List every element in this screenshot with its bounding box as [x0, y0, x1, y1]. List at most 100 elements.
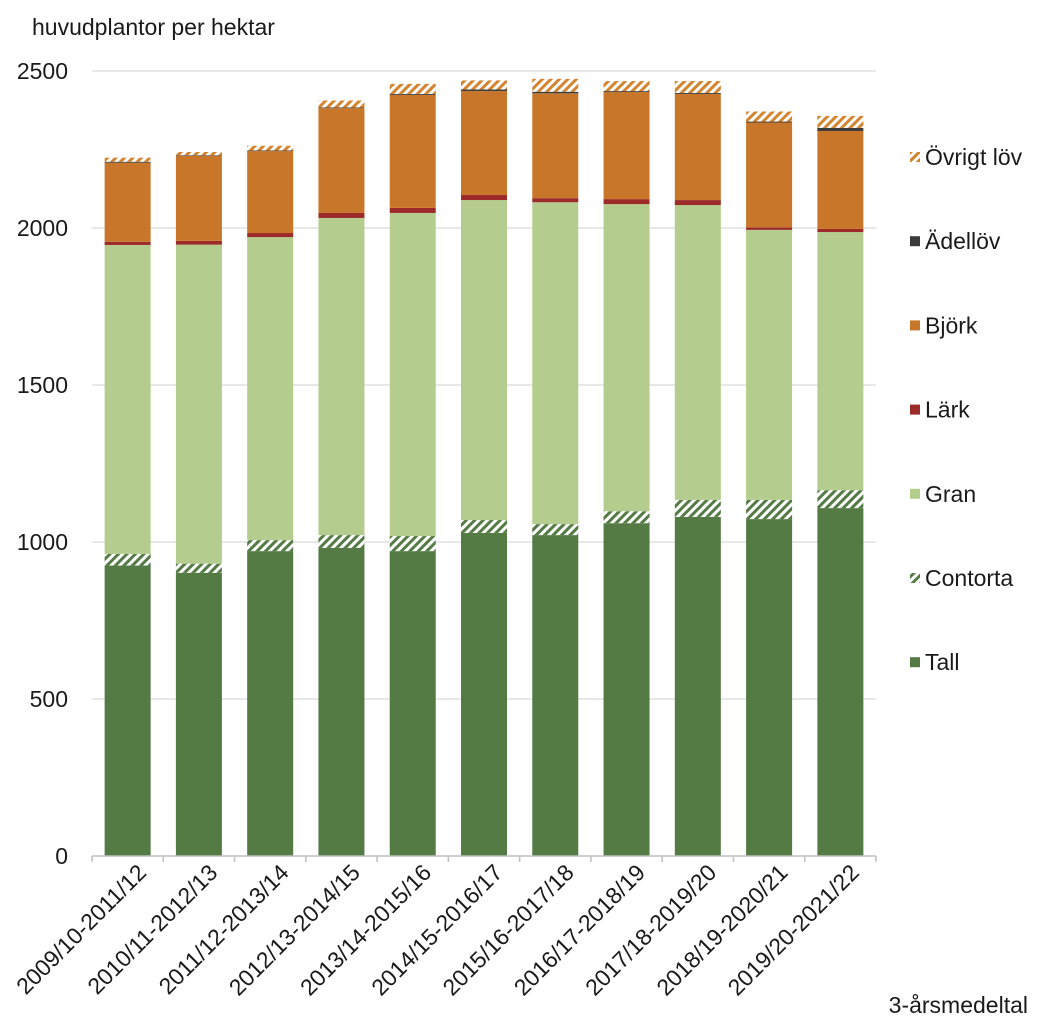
bar-segment-gran — [389, 212, 436, 537]
bar-segment-gran — [603, 204, 650, 512]
bar-segment-contorta — [532, 524, 579, 536]
x-tick-label: 2017/18-2019/20 — [580, 859, 721, 1000]
bar-segment-bjork — [104, 162, 151, 242]
x-axis — [91, 855, 877, 862]
bar-segment-contorta — [104, 553, 151, 566]
bar-segment-lark — [817, 228, 864, 233]
bar-segment-gran — [532, 202, 579, 525]
bar-segment-adellov — [532, 91, 579, 94]
y-tick-label: 1500 — [17, 372, 68, 398]
y-axis-label: huvudplantor per hektar — [32, 14, 275, 40]
bar-segment-gran — [104, 244, 151, 554]
legend-swatch — [910, 152, 920, 162]
legend-label: Tall — [925, 649, 960, 675]
bar-segment-contorta — [746, 499, 793, 520]
legend-swatch — [910, 657, 920, 668]
bar-segment-adellov — [389, 93, 436, 95]
y-tick-label: 500 — [30, 686, 68, 712]
bar-segment-adellov — [674, 92, 721, 94]
bar-segment-ovrigt-lov — [104, 157, 151, 162]
bar-segment-adellov — [603, 91, 650, 93]
bar-segment-adellov — [746, 121, 793, 123]
bar-segment-contorta — [247, 540, 294, 552]
bar-segment-tall — [175, 572, 222, 856]
legend-swatch — [910, 573, 920, 583]
bar-segment-ovrigt-lov — [532, 78, 579, 92]
legend-label: Björk — [925, 312, 978, 338]
bar-segment-lark — [104, 241, 151, 245]
bar-segment-gran — [247, 237, 294, 541]
y-tick-labels: 0 500 1000 1500 2000 2500 — [17, 58, 68, 869]
bar-segment-tall — [461, 532, 507, 856]
bar-segment-gran — [175, 244, 222, 564]
x-tick-label: 2013/14-2015/16 — [295, 859, 436, 1000]
bar-segment-bjork — [746, 122, 793, 228]
bar-segment-lark — [389, 207, 436, 213]
bar-segment-contorta — [817, 490, 864, 509]
bar-segment-tall — [817, 508, 864, 856]
bar-segment-contorta — [175, 563, 222, 573]
bar-segment-lark — [532, 198, 579, 203]
legend-label: Contorta — [925, 565, 1013, 591]
bar-segment-ovrigt-lov — [461, 80, 507, 90]
bar-segment-bjork — [247, 151, 294, 234]
bar-segment-bjork — [532, 93, 579, 199]
y-tick-label: 0 — [55, 843, 68, 869]
bar-segment-gran — [817, 232, 864, 491]
bar-segment-contorta — [318, 535, 365, 548]
bar-segment-tall — [532, 535, 579, 856]
bar-segment-contorta — [461, 520, 507, 533]
bar-segment-tall — [104, 565, 151, 856]
bar-segment-adellov — [175, 155, 222, 156]
bar-segment-bjork — [318, 108, 365, 213]
y-tick-label: 2500 — [17, 58, 68, 84]
bar-segment-tall — [603, 523, 650, 856]
legend-item-lark: Lärk — [910, 397, 970, 423]
bar-segment-ovrigt-lov — [817, 115, 864, 128]
legend-item-bjork: Björk — [910, 312, 978, 338]
bar-segment-bjork — [817, 130, 864, 229]
bar-segment-contorta — [389, 536, 436, 552]
bar-segment-tall — [746, 519, 793, 856]
x-tick-label: 2018/19-2020/21 — [651, 859, 792, 1000]
legend-item-ovrigt-lov: Övrigt löv — [910, 144, 1023, 170]
x-axis-label: 3-årsmedeltal — [889, 992, 1028, 1018]
x-tick-label: 2016/17-2018/19 — [509, 859, 650, 1000]
bar-segment-gran — [746, 229, 793, 500]
bar-segment-lark — [746, 227, 793, 230]
bar-segment-ovrigt-lov — [746, 111, 793, 122]
legend-swatch — [910, 488, 920, 499]
bar-segment-tall — [318, 547, 365, 856]
bar-segment-gran — [461, 200, 507, 521]
bar-segment-tall — [389, 551, 436, 856]
bar-segment-adellov — [817, 127, 864, 131]
bar-segment-lark — [175, 240, 222, 245]
bar-segment-gran — [318, 217, 365, 536]
x-tick-label: 2012/13-2014/15 — [224, 859, 365, 1000]
legend-swatch — [910, 320, 920, 331]
x-tick-label: 2011/12-2013/14 — [154, 859, 294, 999]
bar-segment-ovrigt-lov — [318, 100, 365, 108]
bar-segment-contorta — [674, 499, 721, 517]
bar-segment-adellov — [461, 89, 507, 92]
bar-segment-adellov — [318, 107, 365, 109]
legend-swatch — [910, 236, 920, 247]
x-tick-label: 2019/20-2021/22 — [723, 859, 864, 1000]
legend-swatch — [910, 404, 920, 415]
legend-item-gran: Gran — [910, 481, 976, 507]
bar-segment-ovrigt-lov — [674, 81, 721, 93]
bar-segment-bjork — [674, 93, 721, 201]
legend-item-contorta: Contorta — [910, 565, 1013, 591]
legend-label: Ädellöv — [925, 228, 1001, 254]
bar-segment-bjork — [603, 92, 650, 200]
bar-segment-adellov — [104, 161, 151, 163]
bar-segment-bjork — [461, 91, 507, 196]
legend: Övrigt löv Ädellöv Björk Lärk Gran Contorta Ta… — [910, 144, 1023, 675]
y-tick-label: 1000 — [17, 529, 68, 555]
x-tick-label: 2014/15-2016/17 — [366, 859, 507, 1000]
bar-segment-ovrigt-lov — [603, 81, 650, 92]
bar-segment-gran — [674, 205, 721, 500]
bars — [104, 78, 864, 856]
legend-label: Övrigt löv — [925, 144, 1023, 170]
